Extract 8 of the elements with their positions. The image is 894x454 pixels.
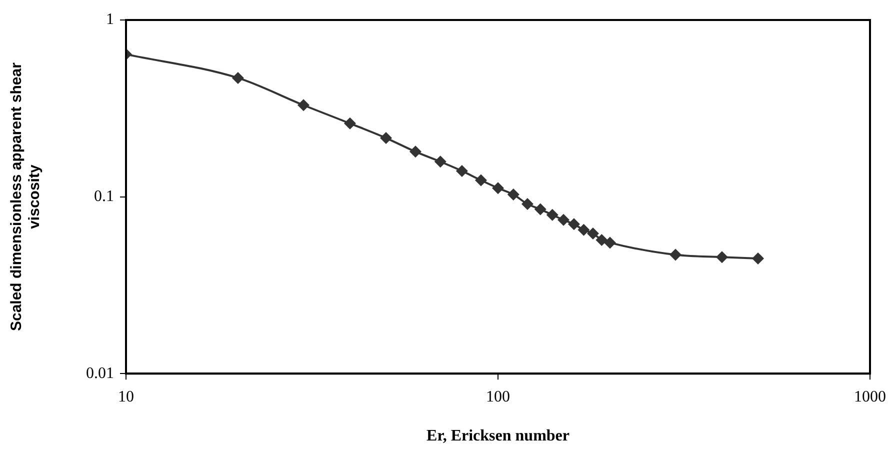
x-tick-label: 1000 (854, 388, 886, 406)
x-axis-title: Er, Ericksen number (426, 428, 570, 445)
x-tick-label: 100 (486, 388, 510, 406)
y-tick-label: 0.01 (86, 364, 114, 382)
y-tick-label: 1 (106, 11, 114, 28)
y-axis-title: Scaled dimensionless apparent shear viscosity (8, 62, 44, 332)
y-tick-label: 0.1 (94, 188, 114, 206)
x-tick-label: 10 (118, 388, 134, 406)
